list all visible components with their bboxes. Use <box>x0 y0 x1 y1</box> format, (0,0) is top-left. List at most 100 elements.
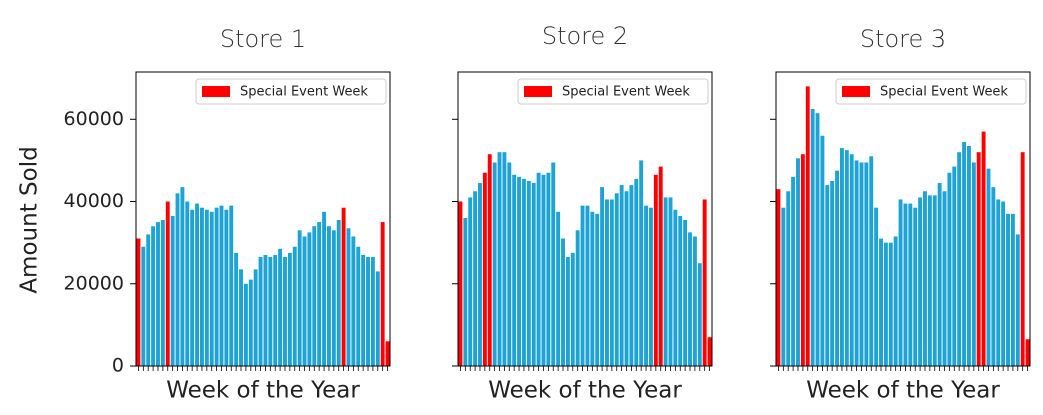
bar <box>927 195 932 366</box>
bar <box>781 207 786 366</box>
legend-box <box>835 78 1027 105</box>
bar <box>297 230 302 366</box>
bar <box>966 146 971 366</box>
bar <box>292 246 297 366</box>
bar <box>536 172 541 366</box>
bar <box>331 230 336 366</box>
legend-box <box>517 78 709 105</box>
bar <box>575 230 580 366</box>
bar <box>800 154 805 366</box>
bar <box>688 232 692 366</box>
bar <box>923 191 927 366</box>
bar <box>336 220 341 366</box>
bar <box>209 211 214 366</box>
bar <box>243 283 248 366</box>
bar <box>815 113 820 366</box>
bar <box>810 109 815 367</box>
axes-frame <box>135 71 391 367</box>
bar <box>937 183 942 366</box>
bar <box>585 205 590 366</box>
y-tick-label: 40000 <box>64 190 124 212</box>
bar <box>888 242 893 366</box>
bar <box>180 187 185 366</box>
bar <box>278 248 283 366</box>
bar <box>531 183 536 366</box>
bar <box>1010 213 1015 366</box>
bar <box>796 158 800 366</box>
bar <box>692 236 697 366</box>
bar <box>859 162 864 366</box>
bar <box>156 222 160 366</box>
bar <box>668 197 673 366</box>
bar <box>234 252 239 366</box>
bar <box>697 263 702 366</box>
bar <box>570 252 575 366</box>
bar <box>830 180 835 366</box>
bar <box>561 238 565 366</box>
bar <box>776 189 781 366</box>
x-axis-label: Week of the Year <box>166 378 360 404</box>
y-tick-label: 0 <box>112 355 124 377</box>
bar <box>1006 213 1010 366</box>
bar <box>874 207 879 366</box>
bar <box>521 178 526 366</box>
axes-frame <box>775 71 1031 367</box>
bar <box>957 152 962 366</box>
bar <box>844 150 849 366</box>
bar <box>1015 234 1020 366</box>
bar <box>385 341 390 366</box>
bar <box>361 254 366 366</box>
legend-swatch <box>842 86 870 97</box>
bar <box>981 131 986 366</box>
bar <box>825 185 830 366</box>
bar <box>707 337 712 366</box>
bar <box>468 197 473 366</box>
bar <box>893 236 898 366</box>
bar <box>908 203 913 366</box>
bar <box>526 180 531 366</box>
bar <box>370 257 375 366</box>
bar <box>962 141 967 366</box>
bar <box>644 205 649 366</box>
bar <box>854 160 859 366</box>
bar <box>869 156 874 366</box>
bar <box>609 199 614 366</box>
bar <box>986 168 991 366</box>
bar <box>805 86 810 367</box>
bar <box>195 203 200 366</box>
bar <box>263 254 268 366</box>
bar <box>658 166 663 366</box>
bar <box>976 152 981 366</box>
bar <box>497 152 502 366</box>
y-tick-label: 20000 <box>64 272 124 294</box>
bar <box>502 152 507 366</box>
bar <box>913 207 918 366</box>
bar <box>820 135 825 366</box>
bar <box>307 232 312 366</box>
bar <box>253 269 258 366</box>
bar <box>839 148 844 366</box>
bar <box>624 191 629 366</box>
bar <box>160 220 165 366</box>
bar <box>341 207 346 366</box>
bar <box>512 174 517 366</box>
bar <box>546 172 551 366</box>
bar <box>287 252 292 366</box>
bar <box>204 209 209 366</box>
bar <box>903 203 908 366</box>
bar <box>302 236 307 366</box>
bar <box>136 238 141 366</box>
bar <box>614 193 619 366</box>
bar <box>595 213 600 366</box>
subplot-title: Store 3 <box>860 25 946 53</box>
bar <box>463 217 468 366</box>
bar <box>619 185 624 366</box>
bar <box>786 191 791 366</box>
bar <box>663 197 668 366</box>
bar <box>590 211 595 366</box>
bar <box>551 162 556 366</box>
bar <box>351 236 356 366</box>
bar <box>375 271 380 366</box>
bar <box>214 207 219 366</box>
